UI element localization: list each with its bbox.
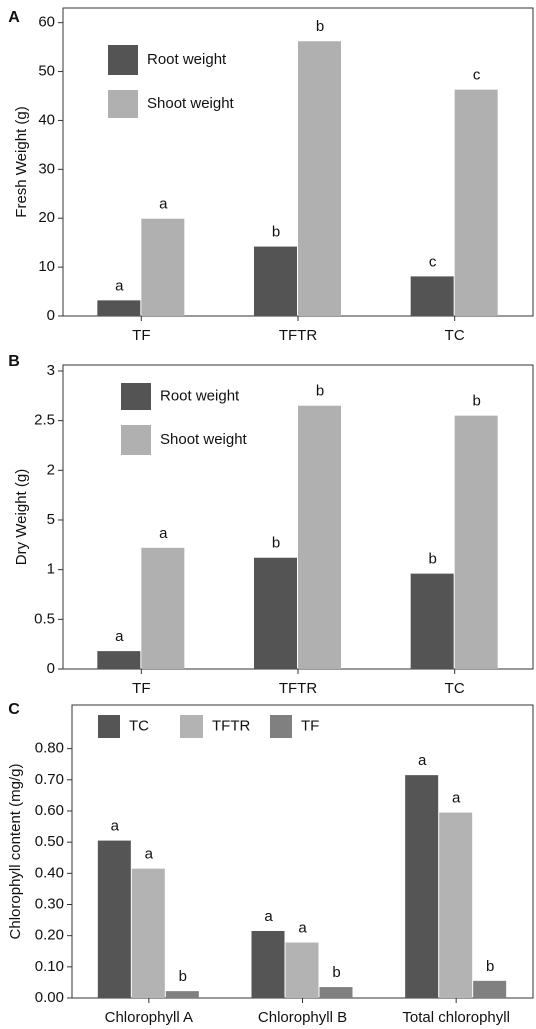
bar — [410, 276, 454, 316]
legend-swatch — [121, 425, 151, 455]
significance-letter: b — [486, 958, 494, 975]
bar — [410, 573, 454, 669]
x-tick-label: TF — [132, 327, 150, 344]
significance-letter: b — [316, 18, 324, 35]
bar — [254, 557, 297, 669]
y-tick-label: 30 — [38, 160, 55, 177]
y-tick-label: 2.5 — [34, 412, 55, 429]
y-tick-label: 0.50 — [35, 833, 64, 850]
panel-label: C — [8, 701, 20, 718]
bar — [251, 930, 285, 998]
x-tick-label: TFTR — [279, 680, 317, 697]
significance-letter: b — [272, 224, 280, 241]
bar — [405, 775, 439, 998]
y-tick-label: 0 — [47, 660, 55, 677]
bar — [131, 868, 165, 998]
x-tick-label: Chlorophyll B — [258, 1009, 347, 1026]
y-tick-label: 1 — [47, 561, 55, 578]
y-tick-label: 0.70 — [35, 771, 64, 788]
legend-label: TFTR — [212, 717, 250, 734]
significance-letter: c — [473, 67, 481, 84]
y-tick-label: 0.80 — [35, 740, 64, 757]
y-tick-label: 0.20 — [35, 927, 64, 944]
significance-letter: a — [115, 277, 124, 294]
y-tick-label: 0.60 — [35, 802, 64, 819]
y-tick-label: 50 — [38, 63, 55, 80]
y-tick-label: 60 — [38, 14, 55, 31]
legend-swatch — [108, 45, 138, 75]
panel-label: A — [8, 9, 20, 26]
x-tick-label: TC — [445, 327, 465, 344]
y-tick-label: 0.00 — [35, 989, 64, 1006]
significance-letter: a — [111, 818, 120, 835]
y-tick-label: 20 — [38, 209, 55, 226]
y-tick-label: 0.5 — [34, 610, 55, 627]
x-tick-label: TFTR — [279, 327, 317, 344]
y-tick-label: 0.40 — [35, 864, 64, 881]
legend-label: Shoot weight — [147, 95, 235, 112]
significance-letter: a — [145, 846, 154, 863]
significance-letter: b — [316, 383, 324, 400]
y-tick-label: 2 — [47, 461, 55, 478]
legend-label: Root weight — [147, 51, 227, 68]
significance-letter: a — [452, 790, 461, 807]
legend-swatch — [180, 715, 203, 738]
x-tick-label: TF — [132, 680, 150, 697]
y-tick-label: 0 — [47, 307, 55, 324]
significance-letter: b — [428, 551, 436, 568]
y-tick-label: 0.30 — [35, 895, 64, 912]
panel-label: B — [8, 353, 20, 370]
significance-letter: a — [159, 525, 168, 542]
legend-label: Shoot weight — [160, 431, 248, 448]
y-tick-label: 10 — [38, 258, 55, 275]
bar — [254, 246, 297, 316]
x-tick-label: Total chlorophyll — [402, 1009, 510, 1026]
x-tick-label: Chlorophyll A — [105, 1009, 193, 1026]
bar — [97, 651, 141, 669]
legend-swatch — [98, 715, 120, 738]
bar — [473, 980, 507, 998]
significance-letter: a — [418, 752, 427, 769]
significance-letter: b — [472, 393, 480, 410]
bar — [97, 840, 131, 998]
significance-letter: a — [159, 196, 168, 213]
bar — [319, 987, 353, 998]
legend-swatch — [270, 715, 292, 738]
bar — [285, 942, 319, 998]
significance-letter: a — [264, 908, 273, 925]
y-axis-title: Fresh Weight (g) — [13, 106, 30, 217]
legend-swatch — [121, 383, 151, 410]
significance-letter: b — [332, 964, 340, 981]
bar — [298, 41, 341, 316]
bar — [454, 415, 498, 669]
bar — [298, 405, 341, 669]
significance-letter: a — [298, 919, 307, 936]
y-tick-label: 0.10 — [35, 958, 64, 975]
significance-letter: c — [429, 253, 437, 270]
y-tick-label: 5 — [47, 511, 55, 528]
y-tick-label: 40 — [38, 111, 55, 128]
y-axis-title: Chlorophyll content (mg/g) — [7, 764, 24, 940]
bar — [97, 300, 141, 316]
bar — [439, 812, 473, 998]
y-axis-title: Dry Weight (g) — [13, 469, 30, 565]
legend-swatch — [108, 90, 138, 118]
significance-letter: a — [115, 628, 124, 645]
bar — [141, 547, 185, 669]
legend-label: Root weight — [160, 387, 240, 404]
legend-label: TF — [301, 717, 319, 734]
bar — [165, 991, 199, 998]
bar — [141, 218, 185, 316]
x-tick-label: TC — [445, 680, 465, 697]
y-tick-label: 3 — [47, 362, 55, 379]
legend-label: TC — [129, 717, 149, 734]
bar — [454, 89, 498, 317]
significance-letter: b — [272, 535, 280, 552]
significance-letter: b — [179, 968, 187, 985]
